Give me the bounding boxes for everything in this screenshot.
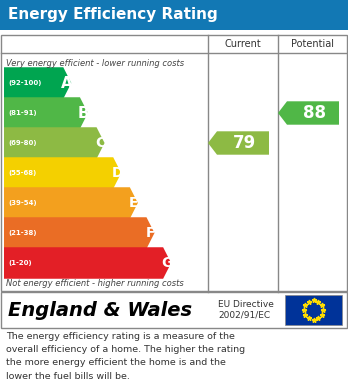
Polygon shape (4, 157, 121, 189)
Text: C: C (95, 136, 106, 150)
Text: G: G (161, 256, 173, 270)
Text: (21-38): (21-38) (8, 230, 37, 236)
Text: Very energy efficient - lower running costs: Very energy efficient - lower running co… (6, 59, 184, 68)
Polygon shape (208, 131, 269, 155)
Bar (285, 295, 342, 325)
Text: 79: 79 (234, 134, 256, 152)
Text: Potential: Potential (292, 39, 334, 49)
Text: 88: 88 (303, 104, 326, 122)
Text: B: B (78, 106, 90, 120)
Bar (0, 0, 348, 30)
Text: (92-100): (92-100) (8, 80, 41, 86)
Text: D: D (111, 166, 123, 180)
Polygon shape (4, 187, 138, 219)
Text: (55-68): (55-68) (8, 170, 36, 176)
Text: F: F (146, 226, 155, 240)
Text: A: A (61, 75, 73, 90)
Polygon shape (4, 247, 171, 279)
Text: (69-80): (69-80) (8, 140, 37, 146)
Polygon shape (4, 67, 71, 99)
Text: (1-20): (1-20) (8, 260, 32, 266)
Bar (1, 292, 347, 328)
Text: England & Wales: England & Wales (8, 301, 192, 319)
Polygon shape (278, 101, 339, 125)
Text: (81-91): (81-91) (8, 110, 37, 116)
Text: E: E (129, 196, 139, 210)
Polygon shape (4, 217, 155, 249)
Text: Current: Current (224, 39, 261, 49)
Text: EU Directive
2002/91/EC: EU Directive 2002/91/EC (218, 300, 274, 320)
Text: Energy Efficiency Rating: Energy Efficiency Rating (8, 7, 218, 23)
Polygon shape (4, 97, 88, 129)
Text: (39-54): (39-54) (8, 200, 37, 206)
Polygon shape (4, 127, 104, 159)
Text: The energy efficiency rating is a measure of the
overall efficiency of a home. T: The energy efficiency rating is a measur… (6, 332, 245, 380)
Text: Not energy efficient - higher running costs: Not energy efficient - higher running co… (6, 279, 184, 288)
Bar (1, 35, 347, 291)
